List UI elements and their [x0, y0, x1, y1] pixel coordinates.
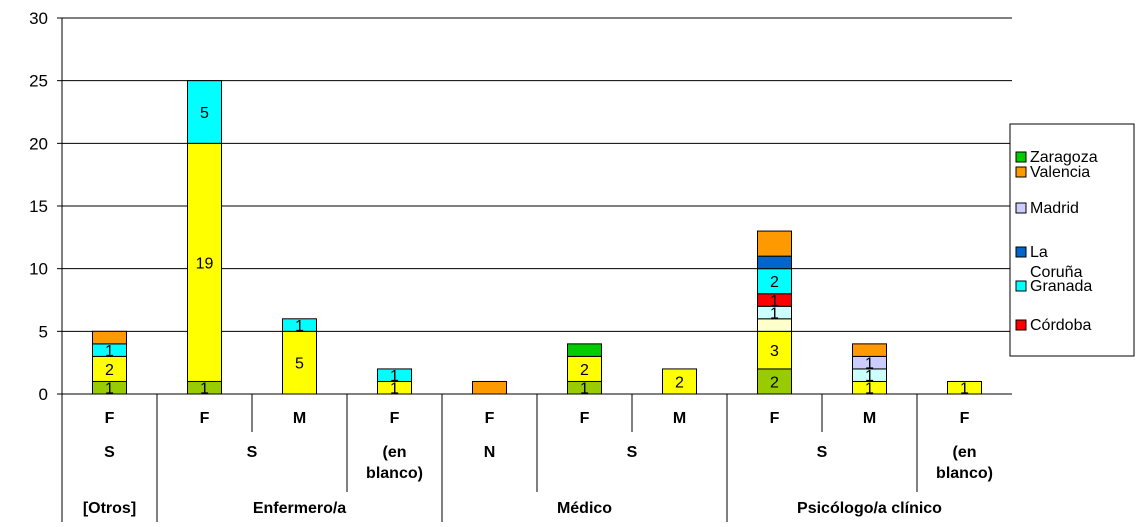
- data-label: 1: [865, 356, 874, 373]
- x-tick-label-sexo: F: [390, 410, 400, 427]
- x-tick-label-sexo: F: [770, 410, 780, 427]
- x-tick-label-estado: (en: [383, 444, 407, 461]
- legend-label: Valencia: [1030, 164, 1090, 181]
- legend-label: Madrid: [1030, 200, 1079, 217]
- data-label: 1: [960, 381, 969, 398]
- bar-segment: [567, 343, 602, 357]
- bar-segment: [852, 343, 887, 357]
- data-label: 1: [770, 293, 779, 310]
- data-label: 2: [105, 362, 114, 379]
- legend-swatch: [1015, 319, 1027, 331]
- x-tick-label-estado: blanco): [366, 465, 423, 482]
- legend-swatch: [1015, 280, 1027, 292]
- data-label: 1: [770, 306, 779, 323]
- x-tick-label-profesion: Médico: [557, 500, 612, 517]
- x-tick-label-profesion: [Otros]: [83, 500, 136, 517]
- data-label: 5: [295, 356, 304, 373]
- data-label: 19: [196, 255, 214, 272]
- data-label: 1: [200, 381, 209, 398]
- x-tick-label-estado: blanco): [936, 465, 993, 482]
- x-tick-label-sexo: F: [580, 410, 590, 427]
- bar-segment: [92, 330, 127, 345]
- bar-segment: [662, 368, 697, 395]
- data-label: 1: [105, 381, 114, 398]
- data-label: 2: [580, 362, 589, 379]
- legend-label: Zaragoza: [1030, 149, 1098, 166]
- data-label: 2: [770, 274, 779, 291]
- data-label: 1: [295, 318, 304, 335]
- x-tick-label-sexo: F: [960, 410, 970, 427]
- x-tick-label-estado: S: [104, 444, 115, 461]
- data-label: 1: [105, 343, 114, 360]
- x-tick-label-sexo: M: [673, 410, 686, 427]
- legend-label: Córdoba: [1030, 317, 1091, 334]
- legend-swatch: [1015, 166, 1027, 178]
- bar-segment: [472, 380, 507, 395]
- x-tick-label-profesion: Enfermero/a: [253, 500, 346, 517]
- y-tick-label: 30: [29, 9, 48, 28]
- x-tick-label-sexo: M: [863, 410, 876, 427]
- data-label: 3: [770, 343, 779, 360]
- y-tick-label: 5: [39, 322, 48, 341]
- y-tick-label: 25: [29, 72, 48, 91]
- legend-swatch: [1015, 246, 1027, 258]
- legend-swatch: [1015, 202, 1027, 214]
- x-tick-label-estado: S: [627, 444, 638, 461]
- legend-label: Granada: [1030, 278, 1092, 295]
- x-tick-label-sexo: F: [200, 410, 210, 427]
- data-label: 1: [580, 381, 589, 398]
- y-tick-label: 10: [29, 260, 48, 279]
- bar-segment: [757, 330, 792, 370]
- legend-label: La: [1030, 244, 1048, 261]
- data-label: 1: [865, 368, 874, 385]
- legend-box: [1009, 123, 1135, 357]
- bar-segment: [187, 142, 222, 382]
- data-label: 2: [770, 374, 779, 391]
- data-label: 1: [390, 368, 399, 385]
- x-tick-label-estado: N: [484, 444, 496, 461]
- bar-segment: [947, 380, 982, 395]
- y-tick-label: 0: [39, 385, 48, 404]
- y-tick-label: 20: [29, 134, 48, 153]
- x-tick-label-estado: (en: [953, 444, 977, 461]
- y-tick-label: 15: [29, 197, 48, 216]
- data-label: 1: [390, 381, 399, 398]
- x-tick-label-sexo: F: [485, 410, 495, 427]
- data-label: 5: [200, 105, 209, 122]
- legend-swatch: [1015, 151, 1027, 163]
- bar-segment: [757, 230, 792, 257]
- x-tick-label-sexo: M: [293, 410, 306, 427]
- x-tick-label-sexo: F: [105, 410, 115, 427]
- x-tick-label-estado: S: [247, 444, 258, 461]
- bar-segment: [757, 368, 792, 395]
- bar-segment: [757, 255, 792, 270]
- x-tick-label-profesion: Psicólogo/a clínico: [797, 500, 942, 517]
- data-label: 2: [675, 374, 684, 391]
- bar-segment: [377, 368, 412, 382]
- bar-segment: [282, 318, 317, 332]
- bar-segment: [187, 80, 222, 144]
- data-label: 1: [865, 381, 874, 398]
- legend-label: Coruña: [1030, 264, 1083, 281]
- x-tick-label-estado: S: [817, 444, 828, 461]
